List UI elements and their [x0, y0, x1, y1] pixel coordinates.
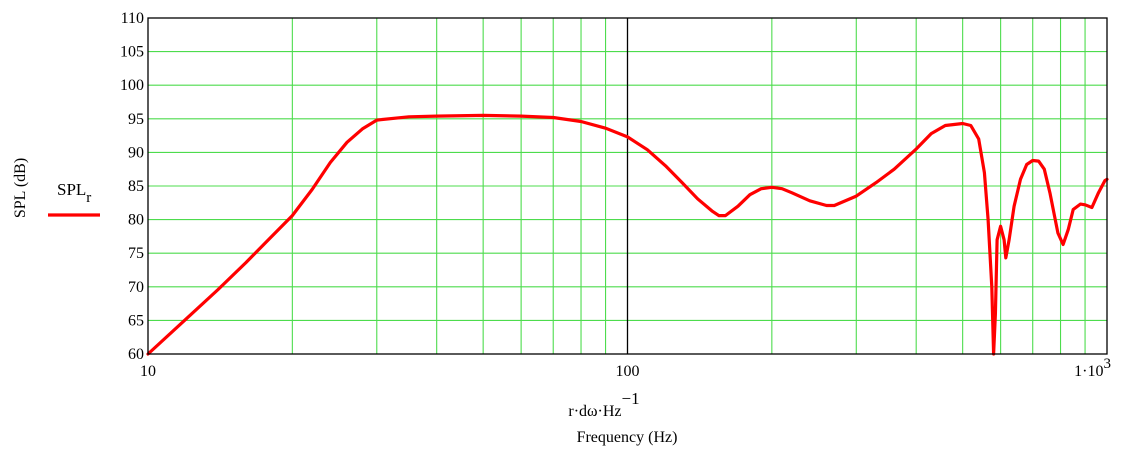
y-tick-label: 95	[128, 111, 144, 128]
legend: SPLr	[48, 180, 100, 217]
y-tick-label: 70	[128, 279, 144, 296]
x-axis-title: Frequency (Hz)	[577, 429, 678, 446]
legend-label: SPLr	[57, 180, 91, 206]
legend-series-subscript: r	[86, 190, 91, 206]
y-tick-label: 110	[121, 10, 144, 27]
y-tick-label: 100	[120, 77, 144, 94]
x-tick-label: 1·103	[1074, 356, 1111, 380]
x-expression-base: r·dω·Hz	[568, 403, 621, 420]
plot-frame	[147, 17, 1108, 355]
y-tick-label: 60	[128, 346, 144, 363]
legend-series-name: SPL	[57, 180, 86, 199]
y-axis-title: SPL (dB)	[12, 158, 29, 218]
y-tick-labels: 60 65 70 75 80 85 90 95 100 105 110	[120, 10, 144, 363]
x-tick-label: 10	[140, 363, 156, 380]
y-tick-label: 75	[128, 245, 144, 262]
y-tick-label: 90	[128, 144, 144, 161]
x-tick-label: 100	[616, 363, 640, 380]
y-tick-label: 105	[120, 44, 144, 61]
x-expression-exponent: −1	[622, 389, 640, 408]
curve-layer	[146, 113, 1109, 356]
x-axis-expression-label: r·dω·Hz−1	[568, 389, 639, 420]
series-line-spl-r	[146, 113, 1109, 356]
y-tick-label: 80	[128, 212, 144, 229]
y-tick-label: 65	[128, 312, 144, 329]
y-tick-label: 85	[128, 178, 144, 195]
grid-layer	[148, 18, 1107, 354]
x-tick-labels: 10 100 1·103	[140, 356, 1111, 380]
